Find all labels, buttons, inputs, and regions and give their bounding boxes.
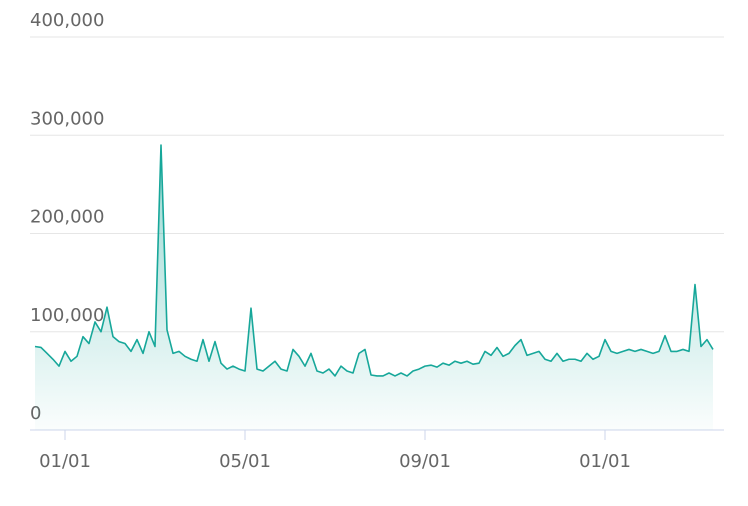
y-tick-label: 400,000 — [30, 10, 104, 31]
x-tick-label: 01/01 — [39, 451, 91, 472]
area — [35, 145, 713, 430]
y-tick-label: 300,000 — [30, 108, 104, 129]
line — [34, 144, 714, 377]
x-tick-label: 05/01 — [219, 451, 271, 472]
y-tick-label: 100,000 — [30, 305, 104, 326]
x-tick-label: 01/01 — [579, 451, 631, 472]
x-tick-label: 09/01 — [399, 451, 451, 472]
y-tick-label: 200,000 — [30, 207, 104, 228]
